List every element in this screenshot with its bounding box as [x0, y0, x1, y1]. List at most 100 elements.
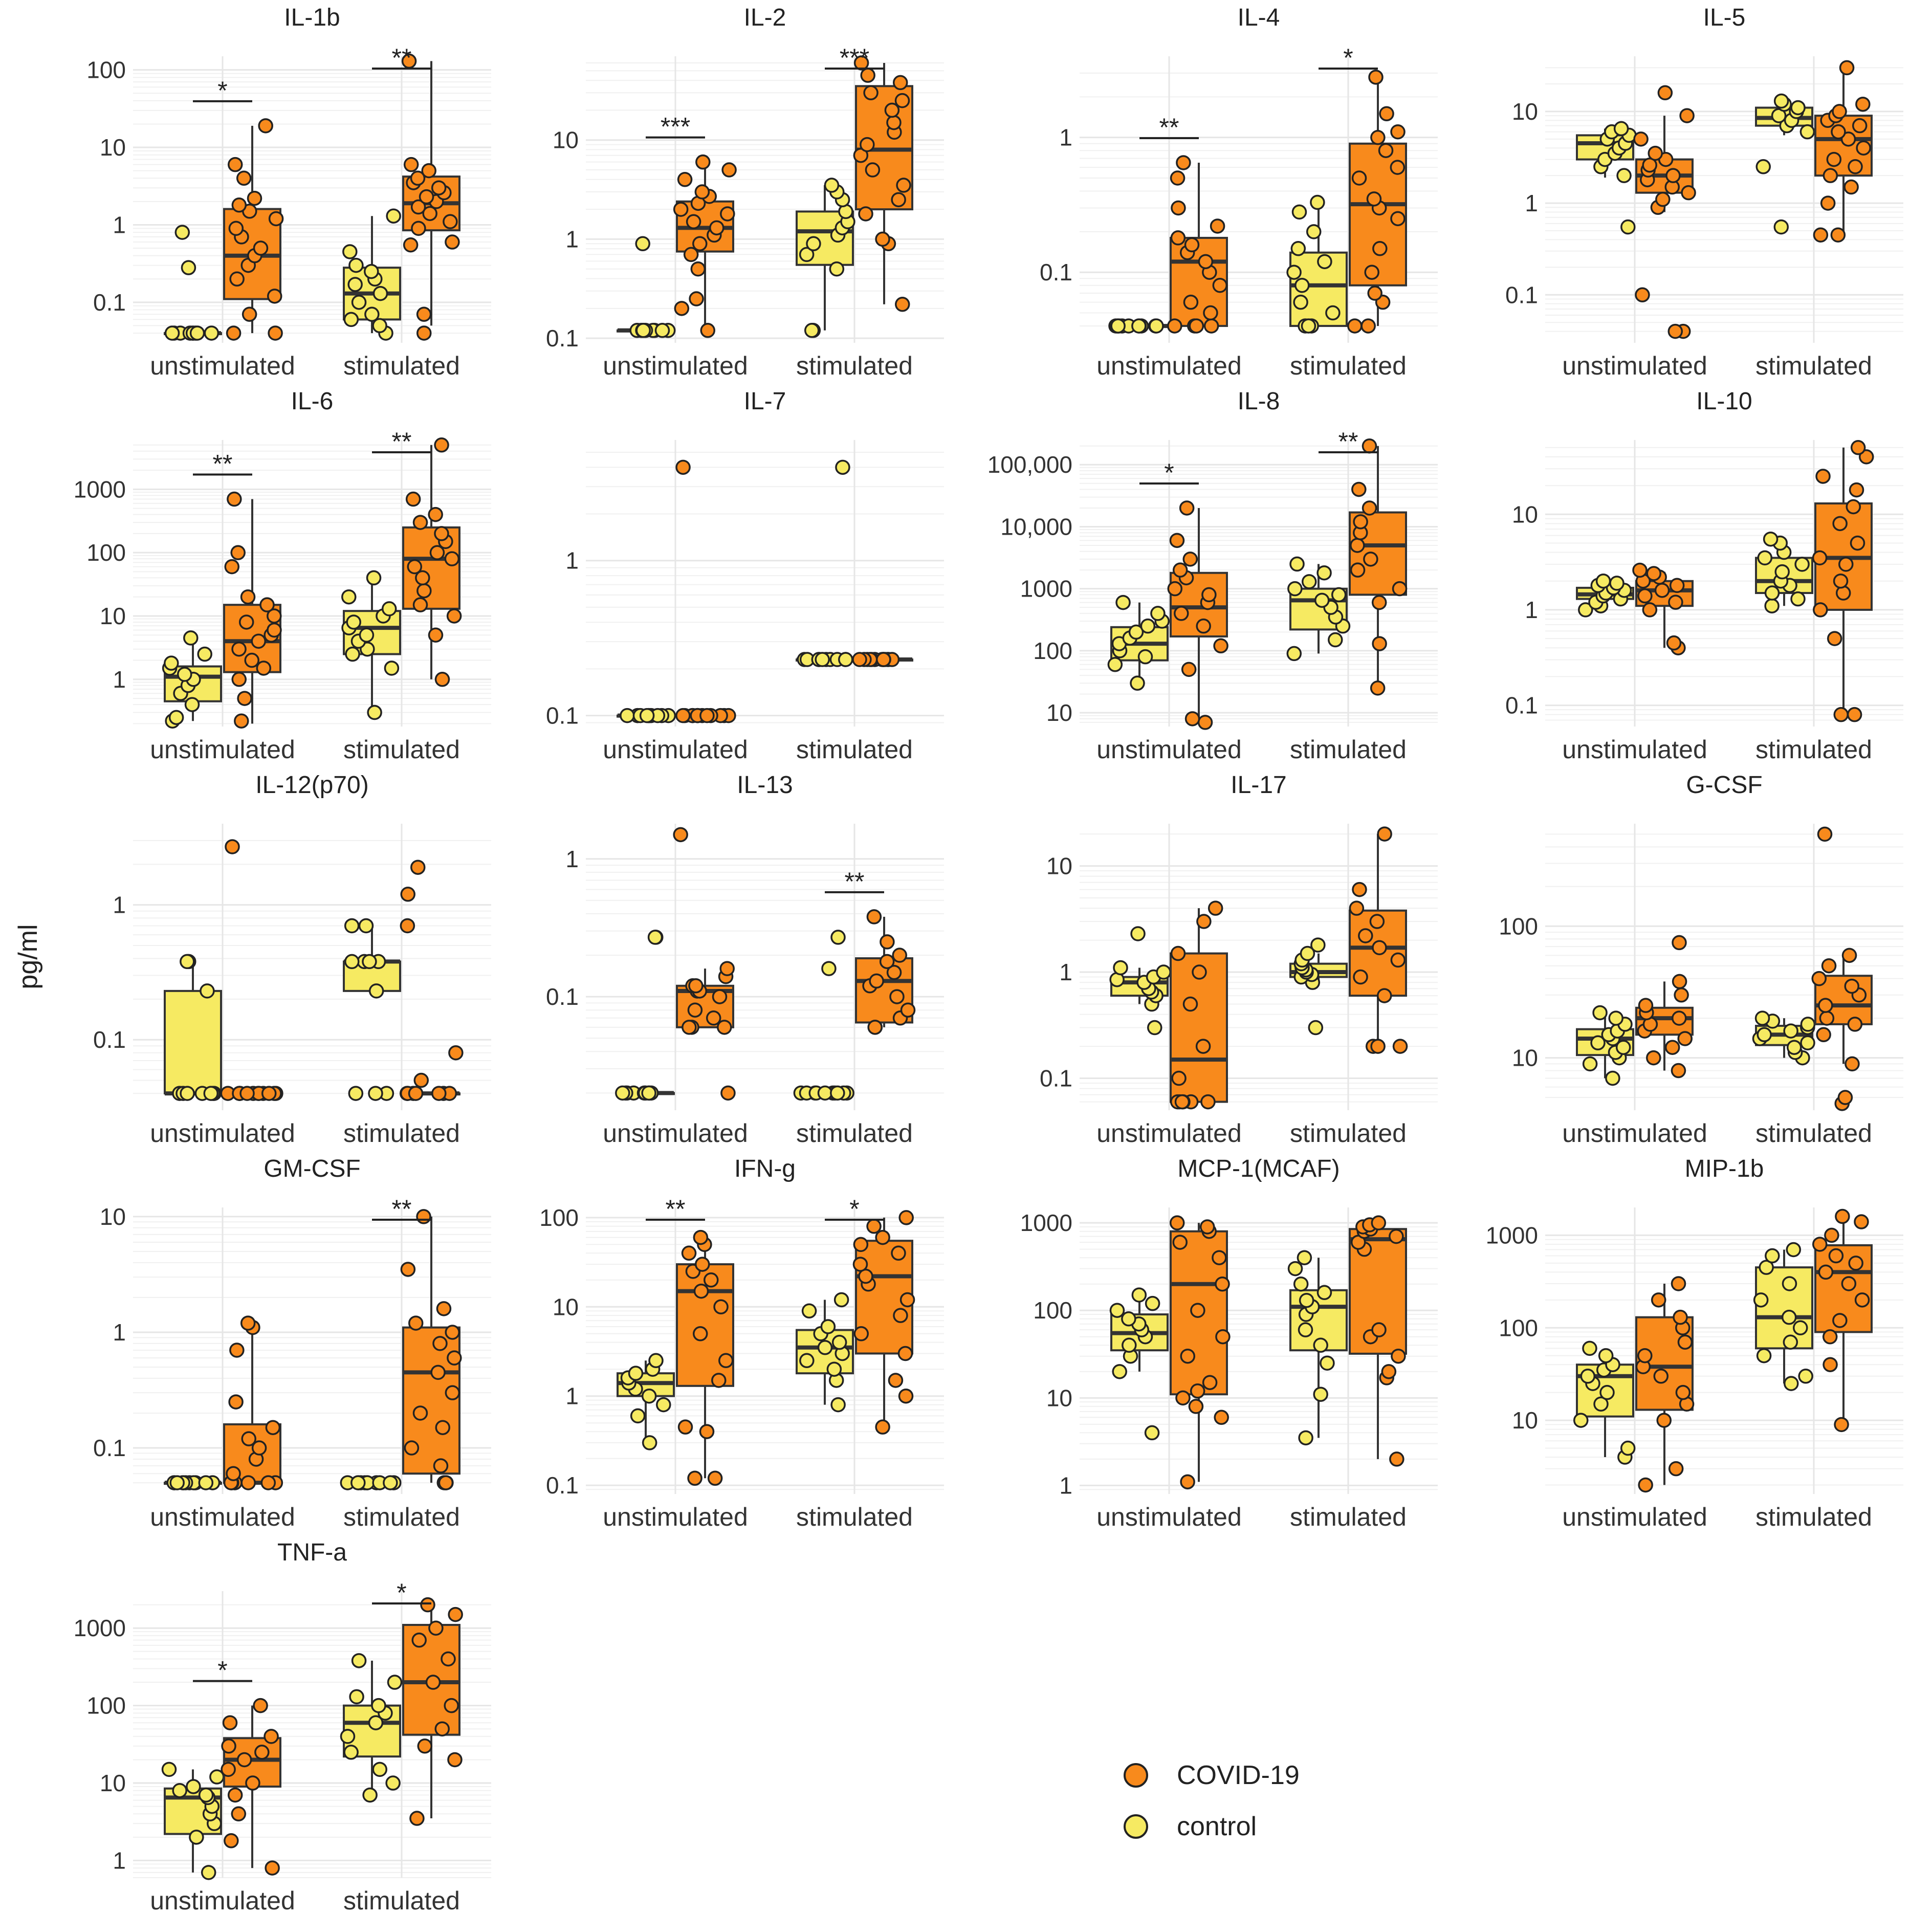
y-tick-label: 100,000	[987, 451, 1072, 478]
data-point	[234, 713, 249, 729]
legend: COVID-19 control	[1124, 1761, 1300, 1841]
data-point	[1784, 1376, 1799, 1391]
data-point	[674, 301, 690, 316]
data-point	[349, 1689, 364, 1705]
data-point	[186, 1779, 201, 1794]
data-point	[1175, 1390, 1191, 1406]
data-point	[1840, 131, 1856, 147]
data-point	[231, 197, 247, 213]
data-point	[635, 236, 650, 252]
panel-title: MIP-1b	[1685, 1155, 1764, 1182]
data-point	[1679, 108, 1695, 123]
y-axis-label: pg/ml	[13, 924, 43, 989]
data-point	[1381, 1364, 1397, 1379]
data-point	[1642, 157, 1657, 173]
data-point	[641, 1085, 656, 1101]
data-point	[411, 221, 426, 236]
data-point	[1131, 1287, 1147, 1303]
data-point	[641, 1388, 657, 1404]
data-point	[436, 1301, 452, 1316]
data-point	[1666, 635, 1682, 651]
box-covid-19-unstimulated	[1633, 85, 1696, 339]
box-control-unstimulated	[1108, 318, 1169, 334]
data-point	[227, 491, 242, 507]
y-tick-label: 10	[1512, 1045, 1538, 1071]
x-tick-label: unstimulated	[603, 735, 748, 764]
data-point	[1362, 438, 1377, 454]
data-point	[893, 1308, 908, 1323]
data-point	[693, 1283, 709, 1299]
panel-title: IL-12(p70)	[255, 772, 368, 799]
data-point	[1291, 204, 1307, 220]
data-point	[421, 163, 436, 179]
x-tick-label: stimulated	[796, 1503, 913, 1531]
data-point	[1671, 1276, 1686, 1291]
data-point	[1773, 219, 1789, 235]
data-point	[1293, 294, 1308, 310]
data-point	[342, 244, 358, 259]
data-point	[410, 170, 426, 186]
data-point	[1815, 469, 1831, 484]
x-tick-label: unstimulated	[1562, 351, 1707, 380]
data-point	[876, 652, 891, 667]
data-point	[865, 162, 881, 178]
data-point	[242, 306, 257, 322]
data-point	[1184, 237, 1200, 253]
data-point	[431, 1086, 447, 1101]
data-point	[441, 1651, 456, 1667]
data-point	[197, 646, 212, 662]
panel-title: TNF-a	[277, 1539, 347, 1566]
data-point	[1672, 974, 1687, 989]
x-tick-label: unstimulated	[150, 735, 295, 764]
data-point	[806, 236, 821, 252]
data-point	[351, 295, 367, 310]
significance-label: **	[1338, 427, 1358, 456]
data-point	[200, 983, 215, 999]
box-control-unstimulated	[164, 1475, 222, 1490]
data-point	[884, 102, 900, 118]
y-tick-label: 10	[100, 1203, 126, 1230]
data-point	[1582, 1340, 1597, 1356]
box-control-unstimulated	[1107, 595, 1170, 691]
data-point	[1783, 1023, 1798, 1039]
data-point	[429, 545, 445, 560]
data-point	[1195, 1039, 1211, 1054]
data-point	[1199, 1219, 1215, 1235]
box-covid-19-unstimulated	[223, 118, 284, 341]
data-point	[403, 157, 419, 172]
data-point	[351, 1653, 367, 1668]
panel-mcp-1-mcaf-: 1 10 100 1000 MCP-1(MCAF) unstimulated stimula…	[1020, 1155, 1438, 1531]
data-point	[897, 1346, 913, 1361]
data-point	[692, 236, 708, 252]
data-point	[1673, 1309, 1688, 1325]
y-tick-label: 0.1	[546, 702, 579, 729]
data-point	[1613, 121, 1629, 137]
data-point	[372, 285, 388, 301]
data-point	[231, 672, 247, 687]
data-point	[1188, 1399, 1204, 1414]
data-point	[169, 1475, 185, 1490]
data-point	[1800, 1035, 1815, 1051]
data-point	[1824, 1227, 1839, 1243]
data-point	[228, 221, 244, 236]
data-point	[409, 1811, 425, 1826]
data-point	[400, 918, 415, 934]
box-covid-19-stimulated	[1347, 70, 1407, 334]
y-tick-label: 100	[86, 539, 126, 566]
data-point	[1754, 1010, 1770, 1026]
data-point	[866, 909, 882, 925]
data-point	[445, 234, 460, 250]
y-tick-label: 1000	[74, 1615, 126, 1641]
data-point	[1368, 70, 1384, 85]
data-point	[1200, 1094, 1216, 1110]
data-point	[1831, 124, 1846, 140]
data-point	[343, 1745, 359, 1760]
data-point	[400, 887, 415, 902]
data-point	[1392, 1039, 1408, 1054]
data-point	[412, 1405, 428, 1421]
data-point	[245, 1775, 260, 1791]
x-tick-label: stimulated	[343, 1503, 460, 1531]
data-point	[677, 172, 693, 187]
x-tick-label: stimulated	[796, 1119, 913, 1148]
data-point	[1593, 1396, 1609, 1412]
